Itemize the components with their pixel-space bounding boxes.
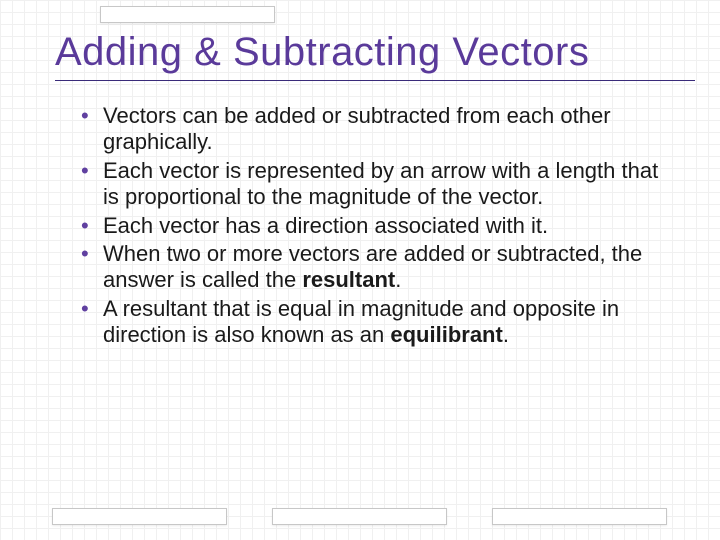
- bullet-item: Each vector has a direction associated w…: [81, 213, 665, 239]
- slide-title: Adding & Subtracting Vectors: [55, 30, 665, 74]
- torn-strip: [52, 508, 227, 525]
- torn-strip: [492, 508, 667, 525]
- bullet-post: .: [395, 267, 401, 292]
- bullet-item: Vectors can be added or subtracted from …: [81, 103, 665, 156]
- bullet-list: Vectors can be added or subtracted from …: [55, 103, 665, 349]
- bullet-text: Each vector has a direction associated w…: [103, 213, 548, 238]
- torn-strip: [272, 508, 447, 525]
- bullet-item: A resultant that is equal in magnitude a…: [81, 296, 665, 349]
- bullet-text: Each vector is represented by an arrow w…: [103, 158, 658, 209]
- bullet-post: .: [503, 322, 509, 347]
- bullet-text: Vectors can be added or subtracted from …: [103, 103, 611, 154]
- bullet-item: Each vector is represented by an arrow w…: [81, 158, 665, 211]
- bullet-bold: resultant: [302, 267, 395, 292]
- bullet-item: When two or more vectors are added or su…: [81, 241, 665, 294]
- bullet-text: A resultant that is equal in magnitude a…: [103, 296, 619, 347]
- torn-strip: [100, 6, 275, 23]
- slide: Adding & Subtracting Vectors Vectors can…: [0, 0, 720, 540]
- bullet-bold: equilibrant: [390, 322, 502, 347]
- title-underline: [55, 80, 695, 81]
